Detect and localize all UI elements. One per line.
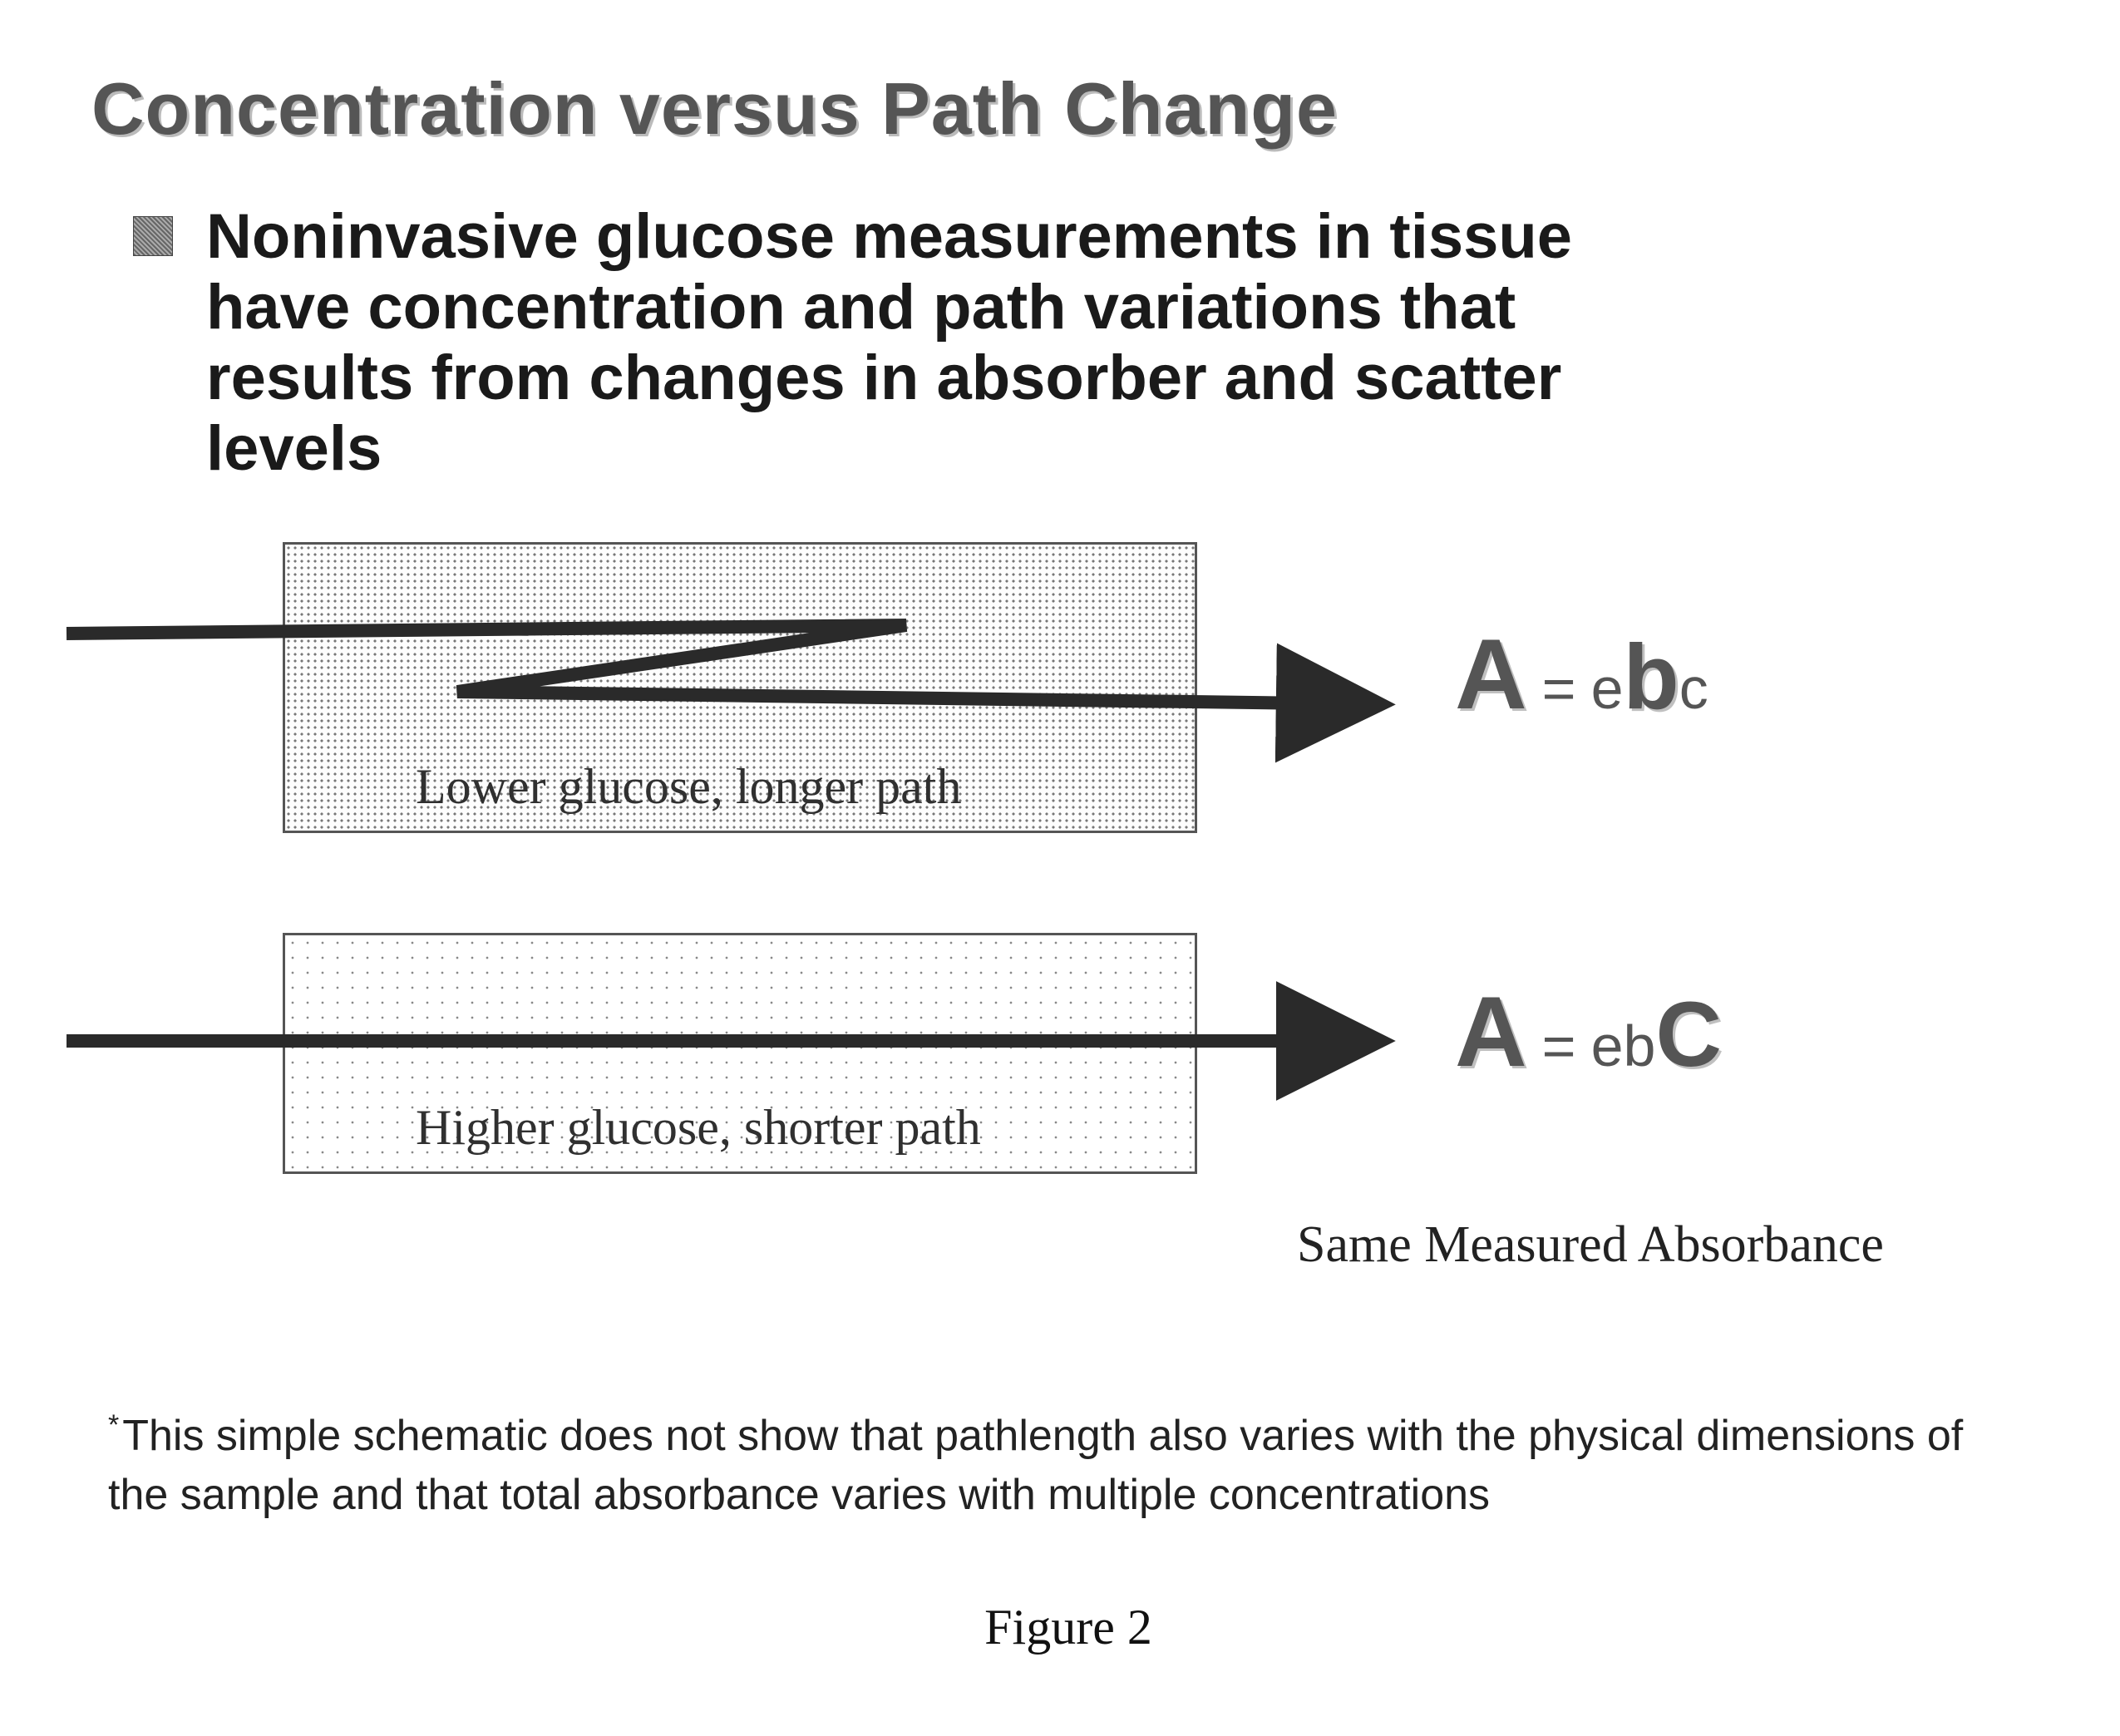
formula-part: eb — [1591, 1013, 1656, 1078]
formula-ebc-big-c: A=ebC — [1455, 974, 1722, 1089]
bullet-text: Noninvasive glucose measurements in tiss… — [206, 201, 1713, 484]
bullet-item: Noninvasive glucose measurements in tiss… — [133, 201, 1713, 484]
bullet-icon — [133, 216, 173, 256]
formula-part: c — [1679, 656, 1708, 721]
formula-part: = — [1542, 1013, 1576, 1078]
formula-part: e — [1591, 656, 1624, 721]
formula-part: C — [1655, 984, 1721, 1086]
footnote: *This simple schematic does not show tha… — [108, 1407, 2020, 1523]
formula-part: b — [1624, 626, 1679, 728]
same-measured-absorbance-label: Same Measured Absorbance — [1297, 1216, 1884, 1275]
formula-part: = — [1542, 656, 1576, 721]
page: Concentration versus Path Change Noninva… — [0, 0, 2120, 1736]
diagram: Lower glucose, longer path Higher glucos… — [183, 542, 2053, 1374]
formula-ebc-big-b: A=ebc — [1455, 617, 1708, 732]
footnote-text: This simple schematic does not show that… — [108, 1412, 1963, 1518]
light-path-zigzag — [67, 625, 1372, 704]
formula-part: A — [1455, 976, 1527, 1087]
figure-caption: Figure 2 — [83, 1599, 2053, 1656]
slide-title: Concentration versus Path Change — [91, 67, 2053, 151]
footnote-marker: * — [108, 1409, 119, 1441]
formula-part: A — [1455, 619, 1527, 730]
